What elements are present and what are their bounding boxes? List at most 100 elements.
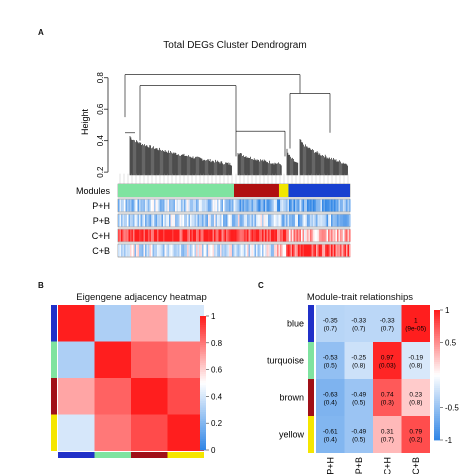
trait-scale-step — [434, 370, 440, 374]
trait-stripe — [295, 229, 297, 242]
trait-scale-step — [434, 403, 440, 406]
trait-stripe — [268, 229, 270, 242]
trait-stripe — [205, 214, 207, 227]
trait-stripe — [158, 214, 161, 227]
trait-stripe — [317, 199, 320, 212]
adjacency-col-color-blue — [58, 452, 95, 458]
trait-stripe — [155, 214, 158, 227]
trait-stripe — [329, 214, 332, 227]
y-tick-label: 0.6 — [96, 103, 105, 115]
trait-stripe — [200, 229, 203, 242]
adjacency-row-color-brown — [51, 378, 57, 415]
trait-scale-step — [434, 429, 440, 432]
trait-stripe — [145, 244, 147, 257]
trait-stripe — [301, 229, 303, 242]
trait-scale-step — [434, 372, 440, 376]
adjacency-scale-step — [200, 362, 206, 366]
trait-stripe — [311, 244, 314, 257]
trait-scale-step — [434, 401, 440, 404]
trait-column-label: C+B — [411, 457, 421, 474]
trait-stripe — [134, 214, 137, 227]
trait-stripe — [211, 229, 213, 242]
trait-stripe — [133, 214, 135, 227]
module-row-label-yellow: yellow — [279, 430, 305, 440]
trait-stripe — [341, 229, 344, 242]
trait-stripe — [152, 229, 155, 242]
trait-stripe — [277, 244, 279, 257]
trait-scale-step — [434, 364, 440, 367]
adjacency-cell — [58, 414, 95, 451]
trait-stripe — [191, 244, 194, 257]
adjacency-scale-step — [200, 353, 206, 357]
trait-stripe — [203, 214, 206, 227]
trait-stripe — [307, 244, 309, 257]
trait-stripe — [226, 244, 228, 257]
trait-stripe — [349, 244, 351, 257]
trait-stripe — [274, 229, 276, 242]
trait-stripe — [158, 199, 161, 212]
trait-stripe — [341, 244, 344, 257]
trait-stripe — [337, 199, 339, 212]
trait-stripe — [271, 229, 273, 242]
trait-stripe — [310, 244, 312, 257]
trait-stripe — [277, 214, 279, 227]
adjacency-scale-step — [200, 434, 206, 437]
row-label: P+H — [92, 201, 110, 211]
trait-stripe — [343, 244, 345, 257]
trait-stripe — [127, 214, 129, 227]
trait-stripe — [304, 229, 306, 242]
trait-stripe — [179, 229, 182, 242]
trait-stripe — [131, 244, 134, 257]
adjacency-scale-step — [200, 329, 206, 333]
trait-stripe — [139, 199, 141, 212]
trait-stripe — [130, 244, 132, 257]
trait-stripe — [266, 199, 269, 212]
adjacency-cell — [58, 305, 95, 342]
trait-stripe — [344, 199, 347, 212]
trait-stripe — [175, 244, 177, 257]
trait-stripe — [242, 229, 245, 242]
trait-stripe — [290, 229, 293, 242]
trait-stripe — [308, 199, 311, 212]
adjacency-scale-step — [200, 369, 206, 373]
module-row-color-blue — [308, 305, 314, 342]
trait-stripe — [149, 229, 152, 242]
adjacency-cell — [167, 414, 204, 451]
trait-stripe — [220, 214, 222, 227]
trait-stripe — [251, 199, 254, 212]
adjacency-scale-step — [200, 385, 206, 388]
trait-stripe — [208, 244, 210, 257]
adjacency-scale-step — [200, 414, 206, 417]
trait-stripe — [301, 244, 303, 257]
trait-stripe — [118, 244, 120, 257]
trait-stripe — [347, 199, 350, 212]
trait-stripe — [127, 229, 129, 242]
trait-stripe — [323, 199, 326, 212]
trait-stripe — [293, 244, 296, 257]
trait-stripe — [247, 214, 249, 227]
trait-stripe — [295, 244, 297, 257]
trait-stripe — [332, 214, 335, 227]
module-trait-cell — [401, 342, 430, 379]
trait-stripe — [185, 199, 188, 212]
trait-stripe — [275, 214, 278, 227]
trait-stripe — [142, 214, 144, 227]
trait-stripe — [154, 199, 156, 212]
trait-stripe — [224, 214, 227, 227]
trait-stripe — [122, 199, 125, 212]
trait-stripe — [236, 229, 239, 242]
trait-stripe — [167, 244, 170, 257]
trait-stripe — [160, 214, 162, 227]
trait-stripe — [290, 199, 293, 212]
trait-stripe — [164, 199, 167, 212]
trait-stripe — [214, 199, 216, 212]
trait-scale-step — [434, 383, 440, 387]
trait-stripe — [199, 229, 201, 242]
trait-stripe — [266, 244, 269, 257]
trait-stripe — [262, 229, 264, 242]
trait-stripe — [193, 214, 195, 227]
trait-stripe — [178, 214, 180, 227]
trait-stripe — [319, 229, 321, 242]
module-trait-cell — [373, 342, 402, 379]
cell-pvalue: (0.7) — [352, 326, 365, 333]
